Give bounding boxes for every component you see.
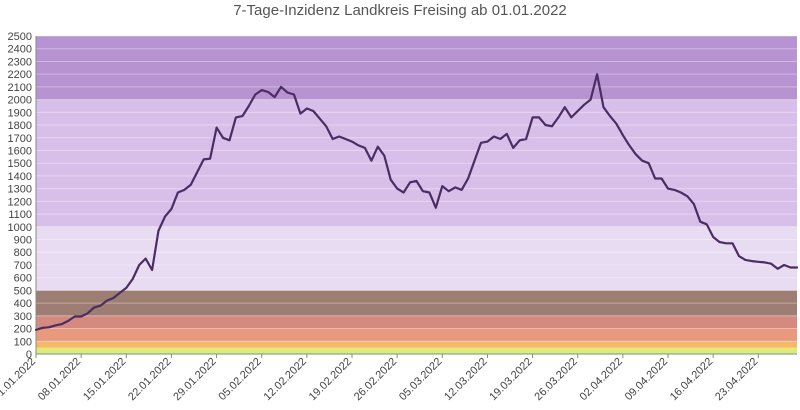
y-tick-label: 1700 [8,133,32,145]
x-tick-label: 02.04.2022 [578,356,625,403]
x-tick-label: 19.03.2022 [487,356,534,403]
incidence-bands [36,36,797,354]
y-tick-label: 2500 [8,31,32,43]
incidence-band-0 [36,349,797,354]
incidence-band-5 [36,290,797,316]
y-tick-label: 2000 [8,95,32,107]
incidence-band-1 [36,347,797,350]
y-tick-label: 700 [14,260,32,272]
y-tick-label: 1300 [8,184,32,196]
y-tick-label: 2400 [8,44,32,56]
incidence-band-3 [36,328,797,342]
x-tick-label: 05.03.2022 [397,356,444,403]
y-tick-label: 1200 [8,196,32,208]
y-tick-label: 0 [26,349,32,361]
y-tick-label: 1400 [8,171,32,183]
y-tick-label: 500 [14,285,32,297]
x-tick-label: 23.04.2022 [713,356,760,403]
y-tick-label: 2300 [8,56,32,68]
y-tick-label: 1800 [8,120,32,132]
y-tick-label: 400 [14,298,32,310]
x-tick-label: 19.02.2022 [307,356,354,403]
y-tick-label: 2200 [8,69,32,81]
x-tick-label: 29.01.2022 [171,356,218,403]
x-tick-label: 16.04.2022 [668,356,715,403]
incidence-band-8 [36,36,797,100]
incidence-series [34,73,799,331]
y-tick-label: 900 [14,235,32,247]
y-tick-label: 1000 [8,222,32,234]
x-tick-label: 05.02.2022 [216,356,263,403]
incidence-band-6 [36,226,797,291]
x-tick-label: 22.01.2022 [126,356,173,403]
x-tick-label: 15.01.2022 [81,356,128,403]
y-tick-label: 2100 [8,82,32,94]
y-tick-label: 200 [14,324,32,336]
y-tick-label: 1100 [8,209,32,221]
y-tick-label: 1900 [8,107,32,119]
x-tick-label: 26.03.2022 [532,356,579,403]
x-tick-label: 09.04.2022 [623,356,670,403]
incidence-band-2 [36,341,797,348]
x-tick-label: 01.01.2022 [0,356,38,403]
x-tick-label: 12.03.2022 [442,356,489,403]
y-tick-label: 100 [14,336,32,348]
y-tick-label: 300 [14,311,32,323]
incidence-line [34,73,799,331]
y-tick-label: 600 [14,273,32,285]
y-tick-label: 1600 [8,145,32,157]
incidence-band-7 [36,99,797,227]
axes [35,36,797,355]
chart-title: 7-Tage-Inzidenz Landkreis Freising ab 01… [233,2,567,19]
x-tick-label: 26.02.2022 [352,356,399,403]
x-tick-label: 12.02.2022 [262,356,309,403]
incidence-band-4 [36,315,797,329]
x-tick-labels: 01.01.202208.01.202215.01.202222.01.2022… [0,354,760,403]
gridlines [36,35,797,355]
x-tick-label: 08.01.2022 [36,356,83,403]
y-tick-label: 1500 [8,158,32,170]
y-tick-label: 800 [14,247,32,259]
y-tick-labels: 0100200300400500600700800900100011001200… [8,31,32,361]
